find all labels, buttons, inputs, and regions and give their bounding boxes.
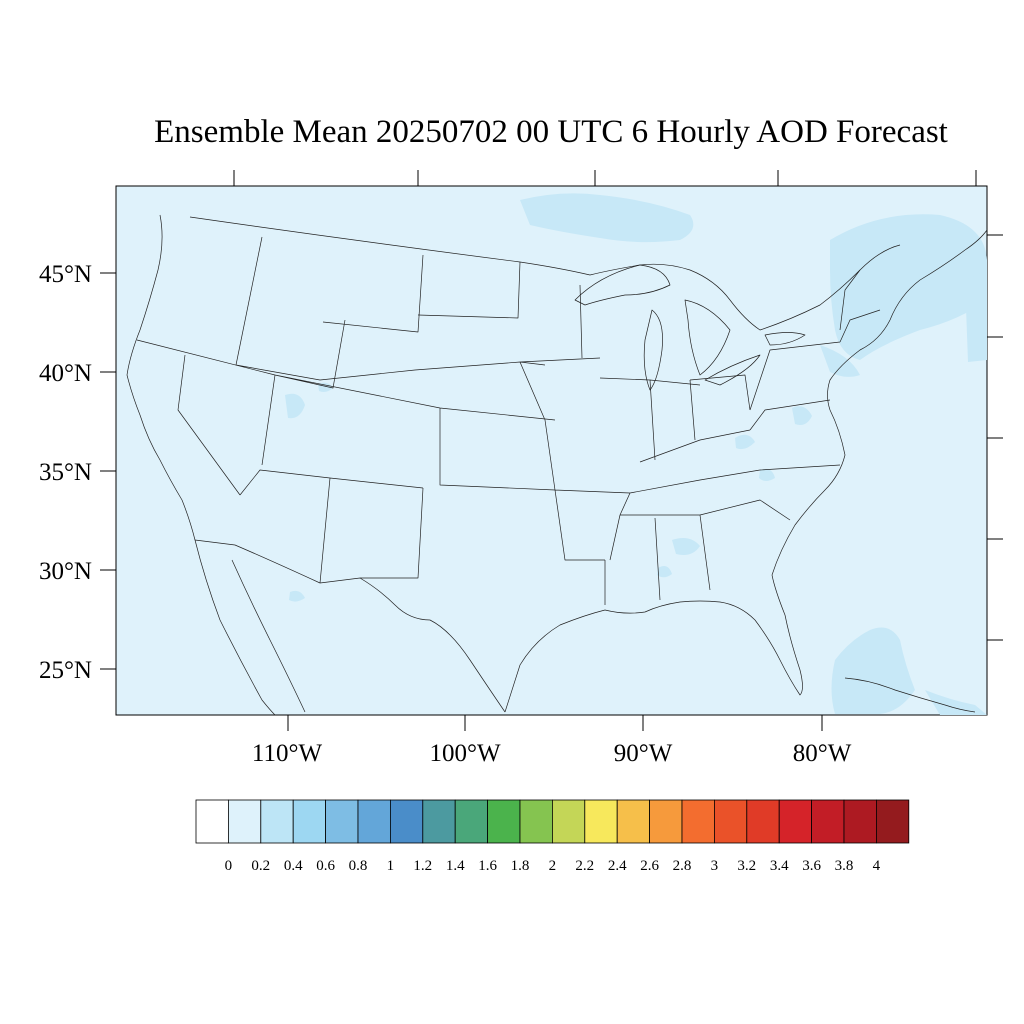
lon-label-110: 110°W: [252, 740, 323, 767]
lat-label-45: 45°N: [39, 261, 92, 288]
aod-patch-wyoming: [318, 382, 333, 392]
colorbar-swatch: [552, 799, 586, 844]
map-panel: 45°N 40°N 35°N 30°N 25°N 110°W 100°W 90°…: [39, 170, 1003, 767]
great-lakes-border: [589, 244, 901, 331]
colorbar-label: 2.6: [640, 858, 659, 874]
state-lines: [136, 236, 881, 605]
pacific-coast: [126, 214, 196, 541]
aod-patch-mississippi: [657, 566, 672, 578]
colorbar-label: 0: [225, 858, 233, 874]
colorbar-swatch: [292, 799, 327, 844]
colorbar-label: 3.4: [770, 858, 789, 874]
aod-patch-carolina: [759, 469, 775, 481]
colorbar-swatch: [389, 799, 424, 844]
mexico-border: [194, 539, 506, 713]
lat-label-25: 25°N: [39, 657, 92, 684]
lat-label-30: 30°N: [39, 558, 92, 585]
colorbar: 0 0.2 0.4 0.6 0.8 1 1.2 1.4 1.6 1.8 2 2.2 2.4 2.6 2.8 3…: [195, 799, 910, 874]
lake-ontario: [764, 332, 806, 346]
colorbar-label: 0.4: [284, 858, 303, 874]
colorbar-swatch: [714, 799, 748, 844]
aod-patch-mid-atlantic: [820, 345, 860, 377]
aod-patch-cuba: [925, 690, 987, 715]
colorbar-swatch: [649, 799, 683, 844]
colorbar-label: 0.8: [349, 858, 368, 874]
colorbar-label: 1: [387, 858, 395, 874]
colorbar-swatch: [195, 799, 229, 844]
aod-patch-alabama: [672, 538, 700, 555]
colorbar-swatch: [422, 799, 456, 844]
colorbar-swatch: [227, 799, 262, 844]
colorbar-swatch: [584, 799, 618, 844]
boundaries: [126, 214, 988, 716]
colorbar-label: 1.2: [413, 858, 432, 874]
colorbar-swatch: [778, 799, 813, 844]
lake-erie: [704, 354, 761, 386]
map-title: Ensemble Mean 20250702 00 UTC 6 Hourly A…: [154, 114, 948, 150]
colorbar-label: 3.2: [737, 858, 756, 874]
aod-patch-kentucky: [735, 434, 755, 450]
colorbar-label: 3.6: [802, 858, 821, 874]
cuba-outline: [844, 677, 976, 713]
lat-labels: 45°N 40°N 35°N 30°N 25°N: [39, 261, 92, 684]
colorbar-label: 0.2: [251, 858, 270, 874]
lon-label-80: 80°W: [793, 740, 852, 767]
atlantic-coast: [771, 229, 988, 576]
lat-label-35: 35°N: [39, 459, 92, 486]
colorbar-label: 4: [873, 858, 881, 874]
colorbar-swatch: [746, 799, 780, 844]
colorbar-label: 0.6: [316, 858, 335, 874]
colorbar-label: 2.2: [575, 858, 594, 874]
gulf-coast: [504, 574, 803, 713]
aod-patch-northeast: [830, 214, 987, 360]
colorbar-swatch: [325, 799, 359, 844]
colorbar-swatch: [811, 799, 845, 844]
colorbar-label: 1.8: [511, 858, 530, 874]
colorbar-label: 2: [549, 858, 557, 874]
colorbar-label: 1.6: [478, 858, 497, 874]
lake-michigan: [643, 309, 663, 391]
aod-patch-virginia: [792, 406, 812, 425]
aod-patch-atlantic: [965, 270, 987, 362]
baja-coast: [194, 539, 276, 716]
mexico-mainland-coast: [231, 559, 306, 713]
colorbar-swatch: [843, 799, 877, 844]
colorbar-swatch: [616, 799, 651, 844]
colorbar-swatch: [519, 799, 553, 844]
colorbar-label: 1.4: [446, 858, 465, 874]
colorbar-swatch: [454, 799, 489, 844]
colorbar-label: 2.8: [673, 858, 692, 874]
colorbar-label: 3: [711, 858, 719, 874]
colorbar-swatch: [357, 799, 391, 844]
aod-patch-canada: [520, 193, 694, 243]
lake-superior: [574, 264, 671, 306]
lake-huron: [684, 299, 731, 376]
colorbar-labels: 0 0.2 0.4 0.6 0.8 1 1.2 1.4 1.6 1.8 2 2.2 2.4 2.6 2.8 3…: [225, 858, 881, 874]
lon-labels: 110°W 100°W 90°W 80°W: [252, 740, 852, 767]
aod-patch-bahamas: [831, 627, 915, 714]
colorbar-swatch: [681, 799, 715, 844]
us-canada-border: [189, 216, 591, 276]
lon-label-90: 90°W: [614, 740, 673, 767]
lon-label-100: 100°W: [429, 740, 500, 767]
colorbar-swatch: [876, 799, 910, 844]
colorbar-label: 2.4: [608, 858, 627, 874]
colorbar-swatch: [260, 799, 294, 844]
colorbar-swatch: [487, 799, 521, 844]
aod-patches: [285, 193, 987, 715]
lat-label-40: 40°N: [39, 360, 92, 387]
colorbar-label: 3.8: [835, 858, 854, 874]
map-ticks: [100, 170, 1003, 731]
colorbar-swatches: [195, 799, 910, 844]
aod-patch-utah: [285, 393, 305, 419]
aod-patch-mexico: [289, 590, 305, 602]
